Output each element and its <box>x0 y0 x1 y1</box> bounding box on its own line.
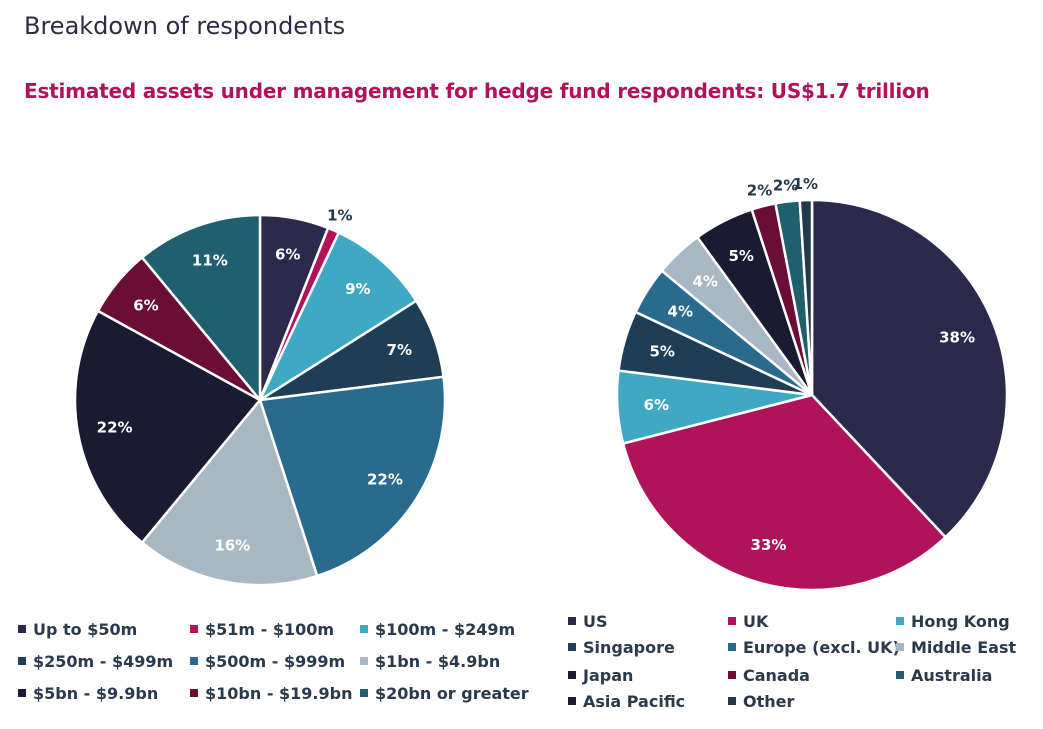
legend-label: US <box>583 612 608 631</box>
legend-swatch <box>896 616 904 625</box>
data-label: 22% <box>97 419 133 437</box>
legend-label: UK <box>743 612 769 631</box>
data-label: 1% <box>327 207 352 225</box>
legend-swatch <box>18 656 26 665</box>
legend-item: $1bn - $4.9bn <box>360 652 500 671</box>
legend-label: Australia <box>911 666 993 685</box>
legend-swatch <box>190 656 198 665</box>
data-label: 7% <box>387 341 412 359</box>
legend-swatch <box>728 696 736 705</box>
legend-swatch <box>360 688 368 697</box>
data-label: 11% <box>192 252 228 270</box>
legend-item: Canada <box>728 666 810 685</box>
legend-swatch <box>360 624 368 633</box>
legend-label: Canada <box>743 666 810 685</box>
data-label: 5% <box>728 247 753 265</box>
data-label: 6% <box>133 297 158 315</box>
legend-item: $5bn - $9.9bn <box>18 684 158 703</box>
legend-item: Singapore <box>568 638 675 657</box>
legend-item: Up to $50m <box>18 620 137 639</box>
legend-swatch <box>568 616 576 625</box>
legend-swatch <box>360 656 368 665</box>
legend-swatch <box>568 670 576 679</box>
legend-item: Europe (excl. UK) <box>728 638 900 657</box>
legend-swatch <box>728 670 736 679</box>
legend-item: $10bn - $19.9bn <box>190 684 352 703</box>
page-title: Breakdown of respondents <box>24 12 346 40</box>
legend-item: Asia Pacific <box>568 692 685 711</box>
legend-swatch <box>896 670 904 679</box>
chart-subtitle: Estimated assets under management for he… <box>24 79 930 103</box>
legend-label: Singapore <box>583 638 675 657</box>
data-label: 22% <box>367 470 403 488</box>
legend-item: $100m - $249m <box>360 620 515 639</box>
data-label: 6% <box>275 246 300 264</box>
legend-label: $1bn - $4.9bn <box>375 652 501 671</box>
legend-swatch <box>18 624 26 633</box>
pie-slice-0-6 <box>73 309 262 545</box>
data-label: 9% <box>345 280 370 298</box>
legend-label: $250m - $499m <box>33 652 174 671</box>
pie-slice-1-1 <box>621 393 948 592</box>
legend-label: Europe (excl. UK) <box>743 638 900 657</box>
legend-label: $10bn - $19.9bn <box>205 684 353 703</box>
legend-label: $500m - $999m <box>205 652 346 671</box>
legend-item: $500m - $999m <box>190 652 345 671</box>
legend-label: Asia Pacific <box>583 692 686 711</box>
legend-swatch <box>896 642 904 651</box>
pie-slice-0-5 <box>140 397 319 587</box>
legend-label: Japan <box>583 666 634 685</box>
data-label: 4% <box>692 272 717 290</box>
pie-slice-0-2 <box>257 230 418 404</box>
legend-item: US <box>568 612 608 631</box>
legend-swatch <box>728 642 736 651</box>
legend-label: Middle East <box>911 638 1017 657</box>
legend-item: UK <box>728 612 768 631</box>
legend-label: $100m - $249m <box>375 620 516 639</box>
data-label: 38% <box>939 329 975 347</box>
legend-swatch <box>18 688 26 697</box>
data-label: 2% <box>773 177 798 195</box>
legend-item: Hong Kong <box>896 612 1010 631</box>
data-label: 2% <box>747 182 772 200</box>
legend-item: Australia <box>896 666 992 685</box>
legend-swatch <box>728 616 736 625</box>
legend-item: Middle East <box>896 638 1016 657</box>
data-label: 4% <box>668 302 693 320</box>
legend-label: Up to $50m <box>33 620 138 639</box>
pie-slice-1-0 <box>810 198 1009 539</box>
legend-label: $51m - $100m <box>205 620 335 639</box>
pie-slice-0-8 <box>140 213 262 404</box>
data-label: 6% <box>644 396 669 414</box>
legend-label: $20bn or greater <box>375 684 529 703</box>
legend-swatch <box>190 624 198 633</box>
legend-swatch <box>190 688 198 697</box>
data-label: 5% <box>649 342 674 360</box>
pie-slice-0-4 <box>258 375 447 578</box>
data-label: 16% <box>214 536 250 554</box>
data-label: 33% <box>751 536 787 554</box>
legend-item: $250m - $499m <box>18 652 173 671</box>
legend-swatch <box>568 642 576 651</box>
legend-item: $51m - $100m <box>190 620 334 639</box>
legend-item: Other <box>728 692 794 711</box>
legend-item: Japan <box>568 666 633 685</box>
legend-swatch <box>568 696 576 705</box>
legend-item: $20bn or greater <box>360 684 529 703</box>
legend-label: Other <box>743 692 795 711</box>
data-label: 1% <box>793 175 818 193</box>
pie-slice-1-10 <box>798 198 814 396</box>
legend-label: $5bn - $9.9bn <box>33 684 159 703</box>
legend-label: Hong Kong <box>911 612 1010 631</box>
